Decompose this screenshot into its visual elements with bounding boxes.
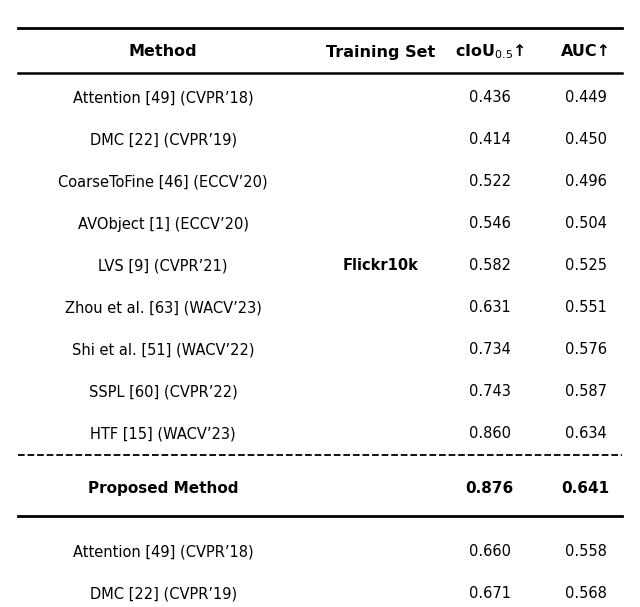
Text: 0.876: 0.876 <box>465 481 514 496</box>
Text: Method: Method <box>129 44 198 59</box>
Text: 0.449: 0.449 <box>564 90 607 106</box>
Text: 0.496: 0.496 <box>564 174 607 189</box>
Text: 0.522: 0.522 <box>468 174 511 189</box>
Text: 0.641: 0.641 <box>561 481 610 496</box>
Text: cIoU$_{0.5}$↑: cIoU$_{0.5}$↑ <box>454 42 525 61</box>
Text: CoarseToFine [46] (ECCV’20): CoarseToFine [46] (ECCV’20) <box>58 174 268 189</box>
Text: 0.631: 0.631 <box>468 300 511 316</box>
Text: 0.734: 0.734 <box>468 342 511 358</box>
Text: 0.671: 0.671 <box>468 586 511 601</box>
Text: Zhou et al. [63] (WACV’23): Zhou et al. [63] (WACV’23) <box>65 300 262 316</box>
Text: 0.568: 0.568 <box>564 586 607 601</box>
Text: AVObject [1] (ECCV’20): AVObject [1] (ECCV’20) <box>77 217 249 231</box>
Text: 0.576: 0.576 <box>564 342 607 358</box>
Text: 0.436: 0.436 <box>468 90 511 106</box>
Text: Proposed Method: Proposed Method <box>88 481 239 496</box>
Text: Flickr10k: Flickr10k <box>343 259 419 274</box>
Text: HTF [15] (WACV’23): HTF [15] (WACV’23) <box>90 427 236 441</box>
Text: DMC [22] (CVPR’19): DMC [22] (CVPR’19) <box>90 132 237 148</box>
Text: DMC [22] (CVPR’19): DMC [22] (CVPR’19) <box>90 586 237 601</box>
Text: 0.551: 0.551 <box>564 300 607 316</box>
Text: LVS [9] (CVPR’21): LVS [9] (CVPR’21) <box>99 259 228 274</box>
Text: 0.743: 0.743 <box>468 384 511 399</box>
Text: 0.558: 0.558 <box>564 544 607 559</box>
Text: SSPL [60] (CVPR’22): SSPL [60] (CVPR’22) <box>89 384 237 399</box>
Text: Attention [49] (CVPR’18): Attention [49] (CVPR’18) <box>73 90 253 106</box>
Text: 0.660: 0.660 <box>468 544 511 559</box>
Text: Attention [49] (CVPR’18): Attention [49] (CVPR’18) <box>73 544 253 559</box>
Text: 0.525: 0.525 <box>564 259 607 274</box>
Text: 0.504: 0.504 <box>564 217 607 231</box>
Text: 0.587: 0.587 <box>564 384 607 399</box>
Text: 0.450: 0.450 <box>564 132 607 148</box>
Text: Shi et al. [51] (WACV’22): Shi et al. [51] (WACV’22) <box>72 342 255 358</box>
Text: 0.634: 0.634 <box>564 427 607 441</box>
Text: AUC↑: AUC↑ <box>561 44 611 59</box>
Text: 0.860: 0.860 <box>468 427 511 441</box>
Text: 0.546: 0.546 <box>468 217 511 231</box>
Text: 0.582: 0.582 <box>468 259 511 274</box>
Text: 0.414: 0.414 <box>468 132 511 148</box>
Text: Training Set: Training Set <box>326 44 435 59</box>
